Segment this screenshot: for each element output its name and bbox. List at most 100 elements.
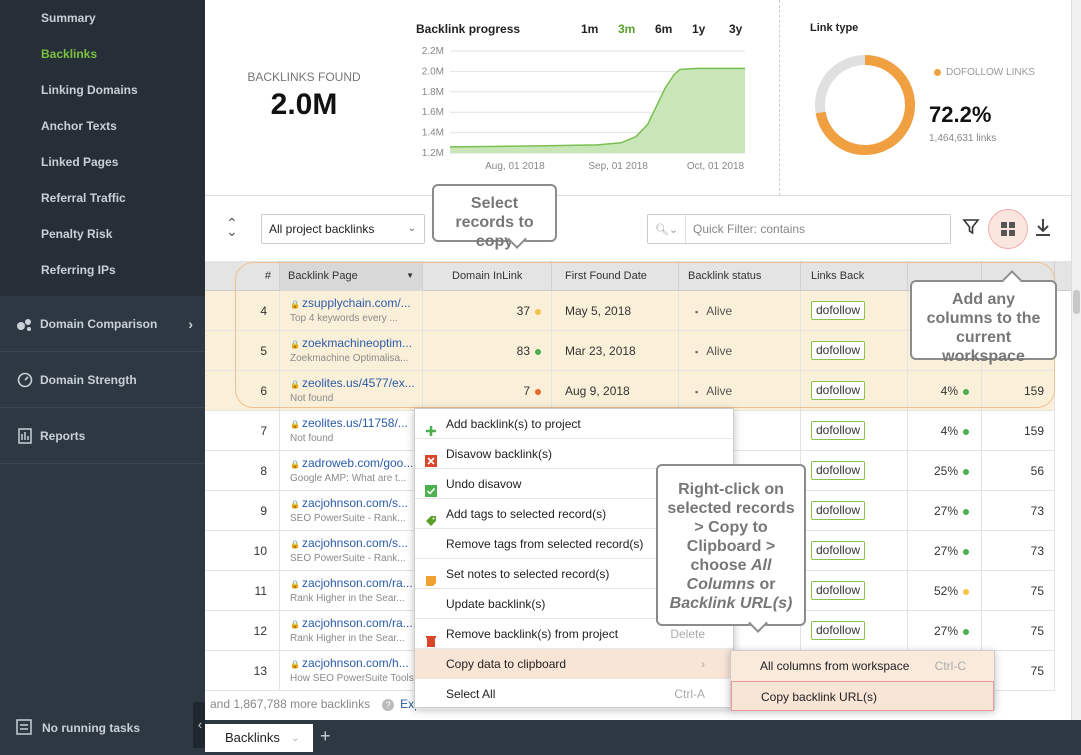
context-menu-item[interactable]: Remove tags from selected record(s) [415, 529, 733, 559]
filter-funnel-icon[interactable] [962, 217, 980, 238]
context-menu-item[interactable]: Set notes to selected record(s) [415, 559, 733, 589]
submenu-copy-urls[interactable]: Copy backlink URL(s) [731, 681, 994, 711]
period-3m[interactable]: 3m [618, 22, 636, 36]
backlink-title: How SEO PowerSuite Tools... [290, 673, 423, 684]
backlink-url[interactable]: zacjohnson.com/s... [290, 496, 422, 510]
x-tick-label: Sep, 01 2018 [588, 161, 648, 172]
dofollow-percent: 72.2% [929, 102, 992, 127]
backlink-url[interactable]: zacjohnson.com/h... [290, 656, 422, 670]
period-1m[interactable]: 1m [581, 22, 599, 36]
count-cell: 73 [982, 491, 1055, 531]
note-icon [425, 568, 437, 586]
backlink-title: SEO PowerSuite - Rank... [290, 513, 406, 524]
collapse-sidebar-button[interactable]: ‹ [193, 702, 207, 748]
sidebar-item-backlinks[interactable]: Backlinks [41, 47, 98, 61]
quick-filter[interactable]: 🔍︎⌄ Quick Filter: contains [647, 214, 951, 244]
more-count: and 1,867,788 more backlinks [210, 697, 371, 711]
backlink-page-cell: zacjohnson.com/s... SEO PowerSuite - Rank… [280, 531, 423, 571]
context-menu-item[interactable]: Update backlink(s) [415, 589, 733, 619]
help-icon[interactable]: ? [382, 699, 395, 711]
context-menu-item[interactable]: Remove backlink(s) from project Delete [415, 619, 733, 649]
backlinks-found-value: 2.0M [270, 88, 338, 121]
add-tab-button[interactable]: + [320, 726, 331, 746]
percent-dot [963, 468, 969, 475]
column-header-status[interactable]: Backlink status [679, 261, 801, 291]
dofollow-count: 1,464,631 links [929, 133, 997, 144]
chevron-down-icon[interactable]: ⌄ [291, 733, 299, 743]
links-back-cell: dofollow [801, 491, 908, 531]
tasks-status[interactable]: No running tasks [0, 713, 205, 743]
callout-text-emph: All Columns [686, 557, 772, 593]
workspace-columns-button[interactable] [988, 209, 1028, 249]
sidebar-item-anchor-texts[interactable]: Anchor Texts [41, 119, 117, 133]
period-6m[interactable]: 6m [655, 22, 673, 36]
bubbles-icon [16, 315, 34, 333]
link-type-donut [815, 55, 915, 155]
column-header-backlink-page[interactable]: Backlink Page ▼ [280, 261, 423, 291]
vertical-scrollbar[interactable] [1071, 0, 1081, 720]
submenu-all-columns[interactable]: All columns from workspace Ctrl-C [731, 651, 994, 681]
period-3y[interactable]: 3y [729, 22, 743, 36]
sidebar-section-domain-strength[interactable]: Domain Strength [0, 352, 205, 408]
sidebar-item-linking-domains[interactable]: Linking Domains [41, 83, 138, 97]
sidebar-item-summary[interactable]: Summary [41, 11, 96, 25]
scrollbar-thumb[interactable] [1073, 290, 1080, 314]
column-header-rank[interactable]: Domain InLink Rank [423, 261, 552, 312]
dofollow-tag: dofollow [811, 501, 866, 520]
backlink-url[interactable]: zacjohnson.com/ra... [290, 576, 422, 590]
backlink-status [679, 611, 801, 651]
tab-backlinks[interactable]: Backlinks ⌄ [205, 724, 313, 752]
table-row[interactable]: 6 zeolites.us/4577/ex... Not found 7 Aug 9, … [205, 371, 1055, 411]
progress-chart-title: Backlink progress [416, 22, 521, 36]
download-icon[interactable] [1034, 217, 1052, 240]
backlink-page-cell: zeolites.us/11758/... Not found [280, 411, 423, 451]
column-header-links-back[interactable]: Links Back [801, 261, 908, 291]
callout-text: Right-click on selected records > Copy t… [667, 481, 795, 574]
area-fill [450, 68, 745, 153]
period-1y[interactable]: 1y [692, 22, 706, 36]
context-menu-item[interactable]: Add tags to selected record(s) [415, 499, 733, 529]
context-menu-item[interactable]: Add backlink(s) to project [415, 409, 733, 439]
series-line [449, 67, 745, 148]
context-menu-item[interactable]: Select All Ctrl-A [415, 679, 733, 709]
backlink-title: Not found [290, 393, 334, 404]
sidebar-section-reports[interactable]: Reports [0, 408, 205, 464]
links-back-cell: dofollow [801, 291, 908, 331]
sidebar-item-penalty-risk[interactable]: Penalty Risk [41, 227, 113, 241]
backlink-status: Alive [679, 331, 801, 371]
copy-submenu: All columns from workspace Ctrl-C Copy ba… [730, 650, 995, 711]
tab-label: Backlinks [225, 730, 280, 745]
backlink-url[interactable]: zadroweb.com/goo... [290, 456, 422, 470]
context-menu-item[interactable]: Disavow backlink(s) [415, 439, 733, 469]
backlinks-scope-select[interactable]: All project backlinks ⌄ [261, 214, 425, 244]
domain-rank-cell: 83 [423, 331, 552, 371]
chevron-down-icon: ⌄ [407, 223, 416, 234]
menu-item-label: Disavow backlink(s) [446, 447, 553, 461]
column-header-first-found[interactable]: First Found Date [552, 261, 679, 291]
menu-item-shortcut: Delete [670, 627, 705, 641]
column-header-num[interactable]: # [205, 261, 280, 291]
backlink-url[interactable]: zoekmachineoptim... [290, 336, 422, 350]
sidebar-item-referral-traffic[interactable]: Referral Traffic [41, 191, 126, 205]
backlink-url[interactable]: zeolites.us/4577/ex... [290, 376, 422, 390]
menu-item-label: Add tags to selected record(s) [446, 507, 607, 521]
context-menu-item[interactable]: Copy data to clipboard › [415, 649, 733, 679]
row-number: 12 [205, 611, 280, 651]
y-tick-label: 1.4M [422, 128, 444, 139]
sidebar-item-referring-ips[interactable]: Referring IPs [41, 263, 116, 277]
backlink-url[interactable]: zeolites.us/11758/... [290, 416, 422, 430]
sort-arrows-icon[interactable]: ⌃ ⌄ [226, 215, 238, 239]
backlink-url[interactable]: zsupplychain.com/... [290, 296, 422, 310]
links-back-cell: dofollow [801, 571, 908, 611]
sidebar-section-domain-comparison[interactable]: Domain Comparison › [0, 296, 205, 352]
backlink-url[interactable]: zacjohnson.com/ra... [290, 616, 422, 630]
search-icon[interactable]: 🔍︎⌄ [648, 215, 686, 243]
quick-filter-input[interactable]: Quick Filter: contains [693, 222, 806, 236]
context-menu-item[interactable]: Undo disavow [415, 469, 733, 499]
column-header-col7[interactable] [908, 261, 982, 291]
backlink-url[interactable]: zacjohnson.com/s... [290, 536, 422, 550]
count-cell: 75 [982, 571, 1055, 611]
sidebar-item-linked-pages[interactable]: Linked Pages [41, 155, 119, 169]
dofollow-tag: dofollow [811, 421, 866, 440]
percent-dot [963, 428, 969, 435]
